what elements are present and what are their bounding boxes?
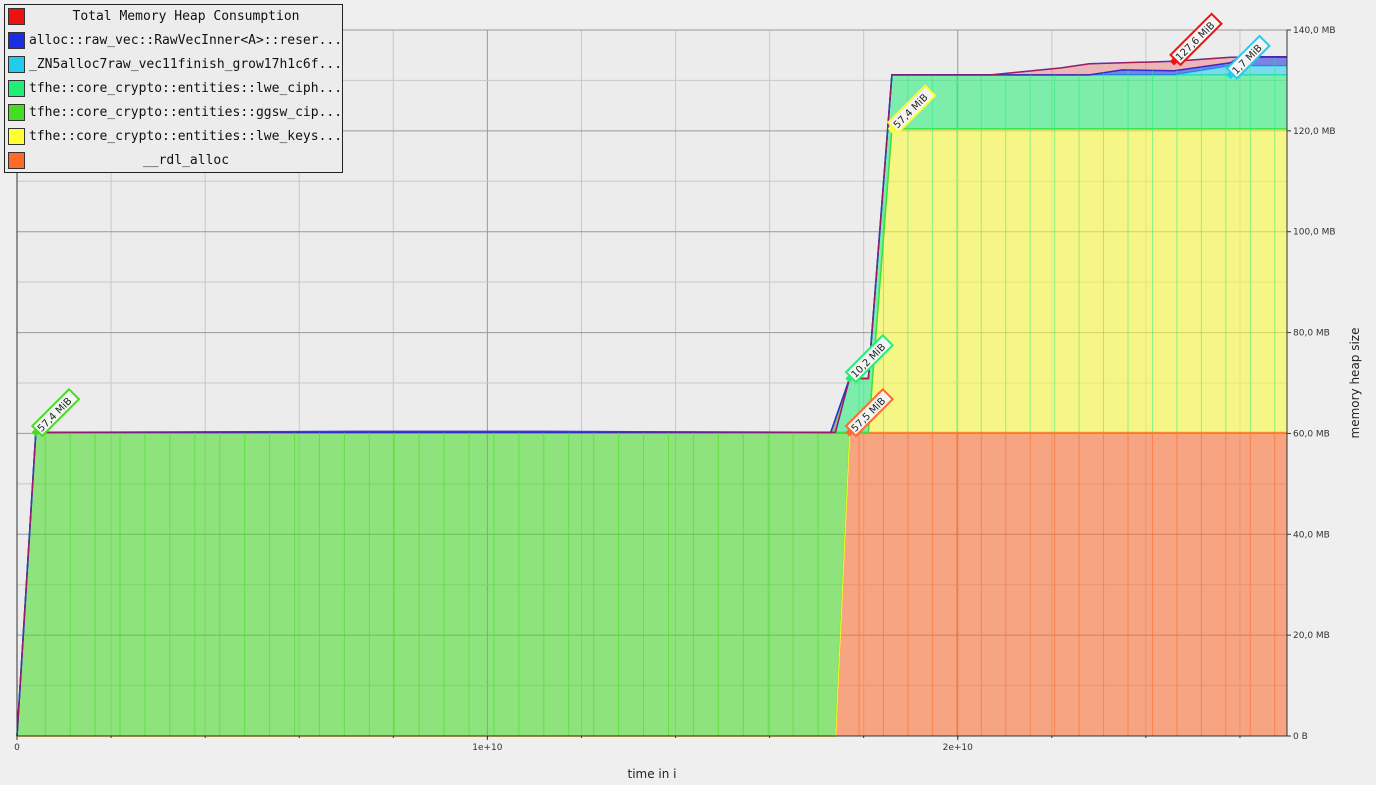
legend-label: Total Memory Heap Consumption xyxy=(72,9,300,24)
snapshot-lines xyxy=(44,56,1276,736)
legend-item[interactable]: _ZN5alloc7raw_vec11finish_grow17h1c6f... xyxy=(7,55,343,75)
legend-swatch xyxy=(8,8,25,25)
legend-label: alloc::raw_vec::RawVecInner<A>::reser... xyxy=(29,33,343,48)
peak-label-box xyxy=(844,333,895,384)
peak-label-box xyxy=(1225,34,1271,80)
y-tick-label: 60,0 MB xyxy=(1293,429,1330,439)
y-tick-label: 100,0 MB xyxy=(1293,228,1336,238)
legend-item[interactable]: __rdl_alloc xyxy=(7,151,341,171)
y-tick-label: 20,0 MB xyxy=(1293,631,1330,641)
peak-label-box xyxy=(886,84,937,134)
legend-label: tfhe::core_crypto::entities::ggsw_cip... xyxy=(29,105,343,120)
y-tick-label: 120,0 MB xyxy=(1293,127,1336,137)
legend-item[interactable]: tfhe::core_crypto::entities::ggsw_cip... xyxy=(7,103,343,123)
peak-label-box xyxy=(30,387,81,438)
legend-label: __rdl_alloc xyxy=(142,153,230,168)
y-tick-label: 0 B xyxy=(1293,732,1308,742)
total-line xyxy=(16,56,1287,737)
x-tick-label: 2e+10 xyxy=(943,743,974,753)
legend-swatch xyxy=(8,104,25,121)
legend-swatch xyxy=(8,32,25,49)
x-tick-label: 1e+10 xyxy=(472,743,503,753)
area--rdl-alloc xyxy=(17,432,1287,736)
legend-label: _ZN5alloc7raw_vec11finish_grow17h1c6f... xyxy=(29,57,343,72)
legend-item[interactable]: tfhe::core_crypto::entities::lwe_keys... xyxy=(7,127,343,147)
legend-item[interactable]: alloc::raw_vec::RawVecInner<A>::reser... xyxy=(7,31,343,51)
peak-label-box xyxy=(1169,12,1223,67)
legend-label: tfhe::core_crypto::entities::lwe_ciph... xyxy=(29,81,343,96)
y-tick-label: 40,0 MB xyxy=(1293,530,1330,540)
x-tick-label: 0 xyxy=(14,743,20,753)
legend-swatch xyxy=(8,128,25,145)
area-tfhe-core-crypto-entities-lwe-keys- xyxy=(17,128,1287,737)
legend-item[interactable]: Total Memory Heap Consumption xyxy=(7,7,341,27)
legend-swatch xyxy=(8,80,25,97)
legend-swatch xyxy=(8,56,25,73)
peak-label-box xyxy=(844,387,895,438)
legend-item[interactable]: tfhe::core_crypto::entities::lwe_ciph... xyxy=(7,79,343,99)
legend-swatch xyxy=(8,152,25,169)
total-line xyxy=(16,56,1287,737)
y-tick-label: 140,0 MB xyxy=(1293,26,1336,36)
y-tick-label: 80,0 MB xyxy=(1293,329,1330,339)
legend-label: tfhe::core_crypto::entities::lwe_keys... xyxy=(29,129,343,144)
y-axis-title: memory heap size xyxy=(1348,328,1362,439)
x-axis-title: time in i xyxy=(627,767,676,781)
axes: 0 1e+10 2e+10 0 B 20,0 MB 40,0 MB 60,0 MB 80,0 … xyxy=(14,26,1335,753)
